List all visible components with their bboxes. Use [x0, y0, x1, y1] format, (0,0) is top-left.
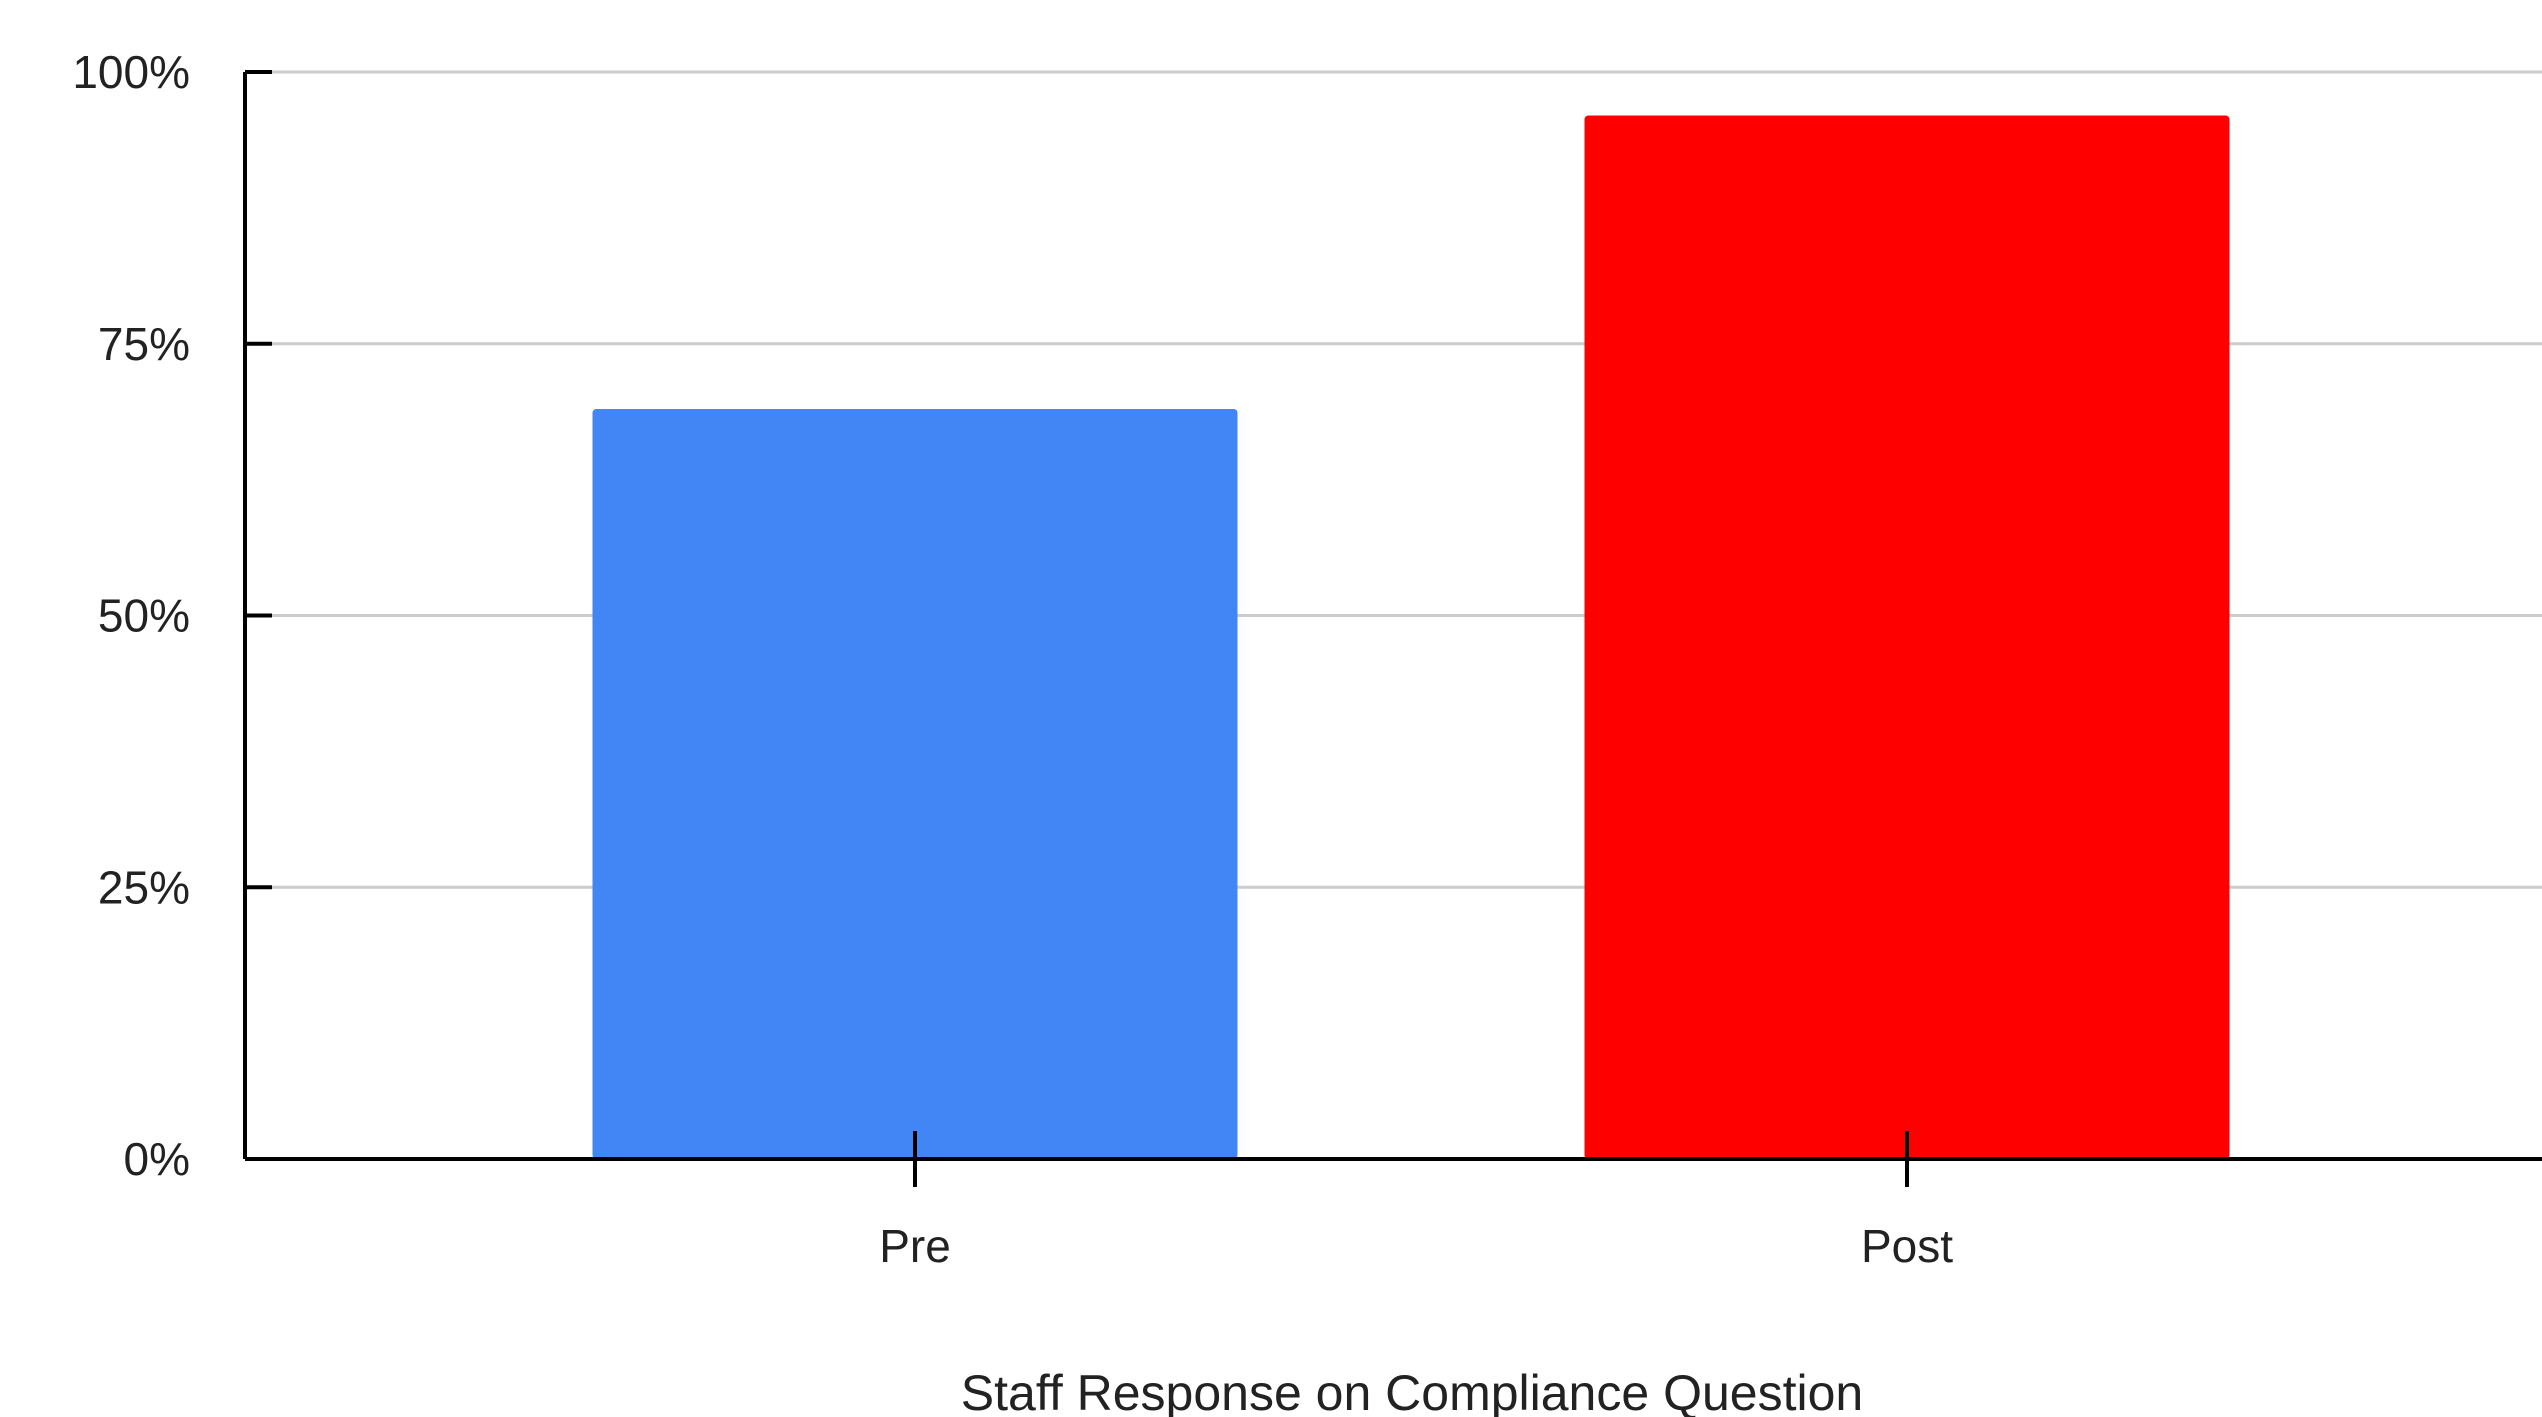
x-tick-label: Post: [1861, 1220, 1953, 1272]
y-axis-ticks: 0% 25% 50% 75% 100%: [72, 46, 272, 1185]
bar-pre: [592, 408, 1238, 1160]
y-tick-label: 75%: [98, 318, 190, 370]
y-tick-label: 100%: [72, 46, 190, 98]
y-tick-label: 50%: [98, 590, 190, 642]
x-tick-label: Pre: [879, 1220, 951, 1272]
y-tick-label: 25%: [98, 861, 190, 913]
bar-post: [1584, 115, 2230, 1160]
y-tick-label: 0%: [124, 1133, 190, 1185]
x-axis-ticks: Pre Post: [879, 1131, 1953, 1272]
bars: [592, 115, 2230, 1160]
x-axis-title: Staff Response on Compliance Question: [961, 1365, 1863, 1417]
